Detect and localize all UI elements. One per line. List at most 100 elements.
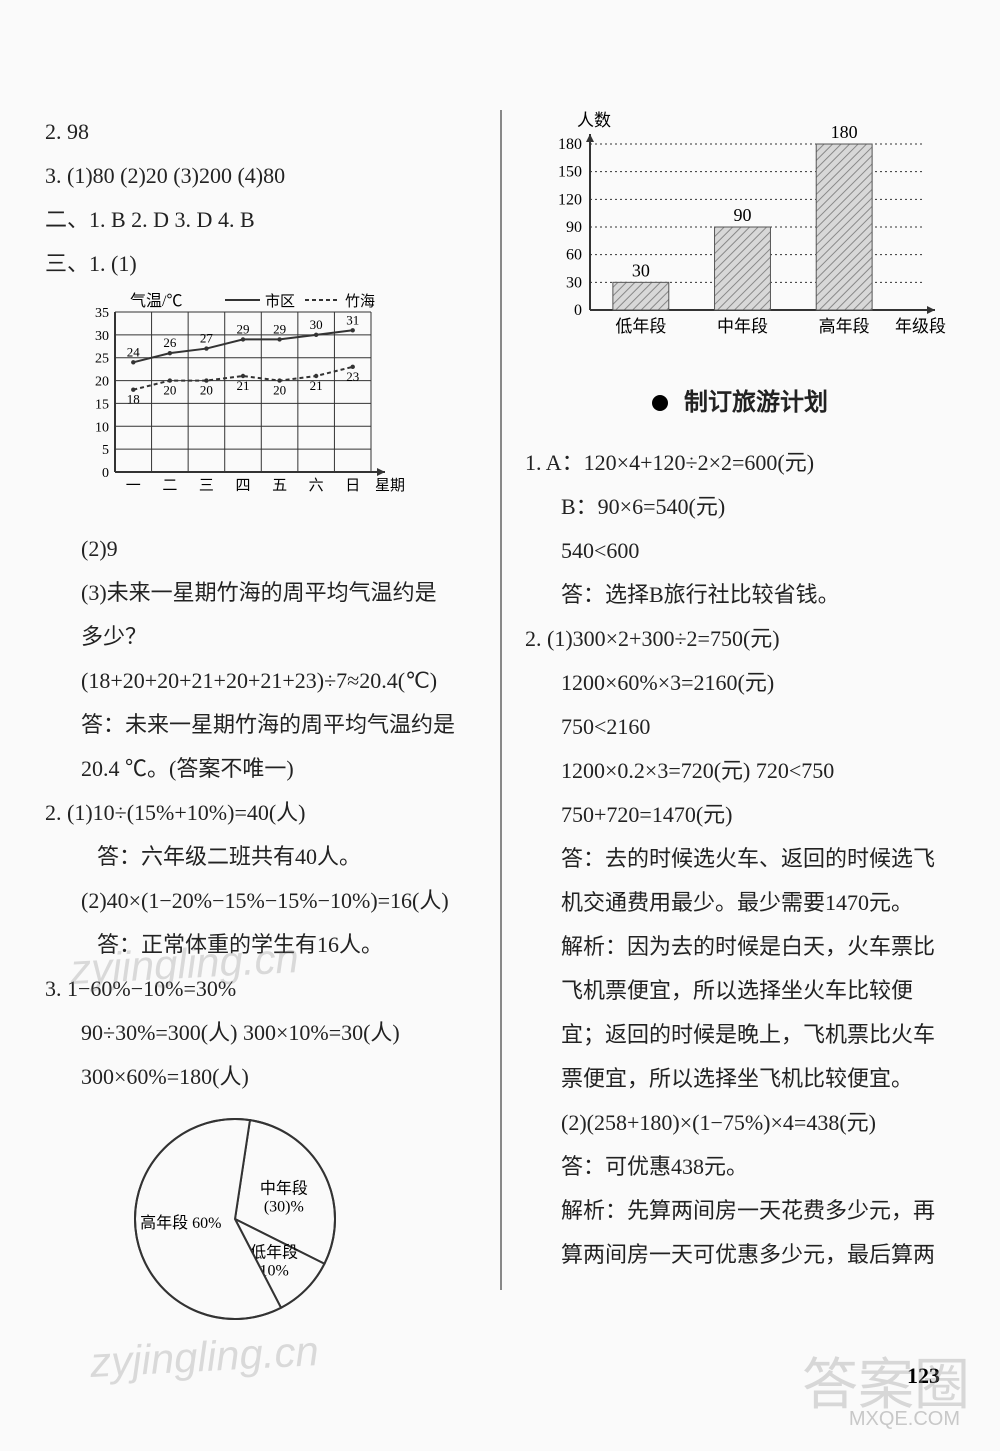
left-column: 2. 98 3. (1)80 (2)20 (3)200 (4)80 二、1. B… xyxy=(0,0,500,1451)
chart-y-label: 气温/℃ xyxy=(130,292,182,310)
chart-legend: 竹海 xyxy=(345,293,375,310)
svg-text:高年段 60%: 高年段 60% xyxy=(140,1214,221,1232)
page: 2. 98 3. (1)80 (2)20 (3)200 (4)80 二、1. B… xyxy=(0,0,1000,1451)
svg-text:21: 21 xyxy=(237,378,250,393)
chart-yticks: 05101520253035 xyxy=(95,306,109,481)
text-line: 答：未来一星期竹海的周平均气温约是 xyxy=(45,703,470,747)
svg-text:150: 150 xyxy=(558,164,582,181)
text-line: 答：去的时候选火车、返回的时候选飞 xyxy=(525,837,955,881)
svg-text:90: 90 xyxy=(734,205,752,225)
text-line: 1. A：120×4+120÷2×2=600(元) xyxy=(525,441,955,485)
text-line: 解析：先算两间房一天花费多少元，再 xyxy=(525,1189,955,1233)
text-line: (18+20+20+21+20+21+23)÷7≈20.4(℃) xyxy=(45,659,470,703)
text-line: 答：正常体重的学生有16人。 xyxy=(45,923,470,967)
text-line: 答：选择B旅行社比较省钱。 xyxy=(525,573,955,617)
text-line: 2. 98 xyxy=(45,110,470,154)
right-column: 人数 0 30 60 90 120 150 180 30 90 180 低年段 中年段 高年段 年级… xyxy=(500,0,1000,1451)
svg-text:(30)%: (30)% xyxy=(264,1199,304,1216)
svg-text:29: 29 xyxy=(273,321,286,336)
svg-text:20: 20 xyxy=(273,383,286,398)
svg-text:中年段: 中年段 xyxy=(717,317,768,336)
chart-legend: 市区 xyxy=(265,293,295,310)
text-line: 90÷30%=300(人) 300×10%=30(人) xyxy=(45,1011,470,1055)
text-line: 300×60%=180(人) xyxy=(45,1055,470,1099)
svg-text:5: 5 xyxy=(102,443,109,458)
text-line: 3. (1)80 (2)20 (3)200 (4)80 xyxy=(45,154,470,198)
svg-text:90: 90 xyxy=(566,219,582,236)
svg-text:低年段: 低年段 xyxy=(615,317,666,336)
svg-text:20: 20 xyxy=(200,383,213,398)
svg-text:0: 0 xyxy=(574,302,582,319)
chart-y-label: 人数 xyxy=(577,111,611,130)
svg-text:三: 三 xyxy=(199,478,214,494)
svg-text:0: 0 xyxy=(102,466,109,481)
text-line: 飞机票便宜，所以选择坐火车比较便 xyxy=(525,969,955,1013)
text-line: (2)(258+180)×(1−75%)×4=438(元) xyxy=(525,1101,955,1145)
text-line: 解析：因为去的时候是白天，火车票比 xyxy=(525,925,955,969)
chart-bars: 30 90 180 xyxy=(613,122,872,310)
text-line: 1200×0.2×3=720(元) 720<750 xyxy=(525,749,955,793)
temperature-line-chart: 气温/℃ 市区 竹海 0 5 10 15 20 25 30 35 一 二 三 四 五 六 日 24 26 27… xyxy=(75,292,405,502)
page-number: 123 xyxy=(907,1363,940,1389)
svg-text:30: 30 xyxy=(95,329,109,344)
svg-text:20: 20 xyxy=(163,383,176,398)
text-line: 答：六年级二班共有40人。 xyxy=(45,835,470,879)
text-line: (3)未来一星期竹海的周平均气温约是 xyxy=(45,571,470,615)
svg-text:26: 26 xyxy=(163,335,177,350)
svg-text:30: 30 xyxy=(566,274,582,291)
chart-x-label: 年级段 xyxy=(895,317,946,336)
svg-text:24: 24 xyxy=(127,344,140,359)
text-line: 750<2160 xyxy=(525,705,955,749)
svg-text:27: 27 xyxy=(200,331,214,346)
text-line: 机交通费用最少。最少需要1470元。 xyxy=(525,881,955,925)
svg-text:二: 二 xyxy=(162,478,177,494)
text-line: 二、1. B 2. D 3. D 4. B xyxy=(45,198,470,242)
text-line: 多少？ xyxy=(45,615,470,659)
svg-text:高年段: 高年段 xyxy=(819,317,870,336)
svg-text:21: 21 xyxy=(310,378,323,393)
section-title-text: 制订旅游计划 xyxy=(684,390,828,416)
svg-text:30: 30 xyxy=(310,317,323,332)
pie-slices: 中年段(30)%低年段10%高年段 60% xyxy=(135,1119,335,1319)
text-line: 750+720=1470(元) xyxy=(525,793,955,837)
bar-chart: 人数 0 30 60 90 120 150 180 30 90 180 低年段 中年段 高年段 年级… xyxy=(535,110,955,350)
chart-yticks: 0 30 60 90 120 150 180 xyxy=(558,136,582,319)
svg-text:四: 四 xyxy=(235,478,250,494)
svg-text:低年段: 低年段 xyxy=(250,1244,298,1262)
text-line: (2)40×(1−20%−15%−15%−10%)=16(人) xyxy=(45,879,470,923)
text-line: B：90×6=540(元) xyxy=(525,485,955,529)
svg-text:120: 120 xyxy=(558,191,582,208)
column-divider xyxy=(500,110,502,1290)
chart-x-label: 星期 xyxy=(375,477,405,494)
text-line: 20.4 ℃。(答案不唯一) xyxy=(45,747,470,791)
svg-text:日: 日 xyxy=(345,478,360,494)
chart-xticks: 一二三四五六日 xyxy=(126,477,360,494)
text-line: 答：可优惠438元。 xyxy=(525,1145,955,1189)
svg-text:五: 五 xyxy=(272,478,287,494)
svg-text:六: 六 xyxy=(309,477,324,494)
svg-text:23: 23 xyxy=(346,369,359,384)
svg-text:30: 30 xyxy=(632,260,650,280)
svg-text:10: 10 xyxy=(95,420,109,435)
text-line: 宜；返回的时候是晚上，飞机票比火车 xyxy=(525,1013,955,1057)
svg-text:60: 60 xyxy=(566,247,582,264)
svg-text:31: 31 xyxy=(346,312,359,327)
svg-text:18: 18 xyxy=(127,392,140,407)
svg-text:180: 180 xyxy=(558,136,582,153)
bullet-icon xyxy=(652,395,668,411)
text-line: 算两间房一天可优惠多少元，最后算两 xyxy=(525,1233,955,1277)
pie-chart: 中年段(30)%低年段10%高年段 60% xyxy=(115,1109,375,1329)
svg-text:35: 35 xyxy=(95,306,109,321)
svg-text:15: 15 xyxy=(95,397,109,412)
text-line: 三、1. (1) xyxy=(45,242,470,286)
svg-text:180: 180 xyxy=(831,122,858,142)
text-line: 2. (1)300×2+300÷2=750(元) xyxy=(525,617,955,661)
chart-points: 24 26 27 29 29 30 31 18 20 20 21 20 21 23 xyxy=(127,312,359,406)
svg-text:25: 25 xyxy=(95,352,109,367)
svg-text:29: 29 xyxy=(237,321,250,336)
svg-text:中年段: 中年段 xyxy=(260,1180,308,1198)
text-line: 票便宜，所以选择坐飞机比较便宜。 xyxy=(525,1057,955,1101)
svg-text:一: 一 xyxy=(126,478,141,494)
section-title: 制订旅游计划 xyxy=(525,379,955,427)
chart-xticks: 低年段 中年段 高年段 xyxy=(615,317,869,336)
